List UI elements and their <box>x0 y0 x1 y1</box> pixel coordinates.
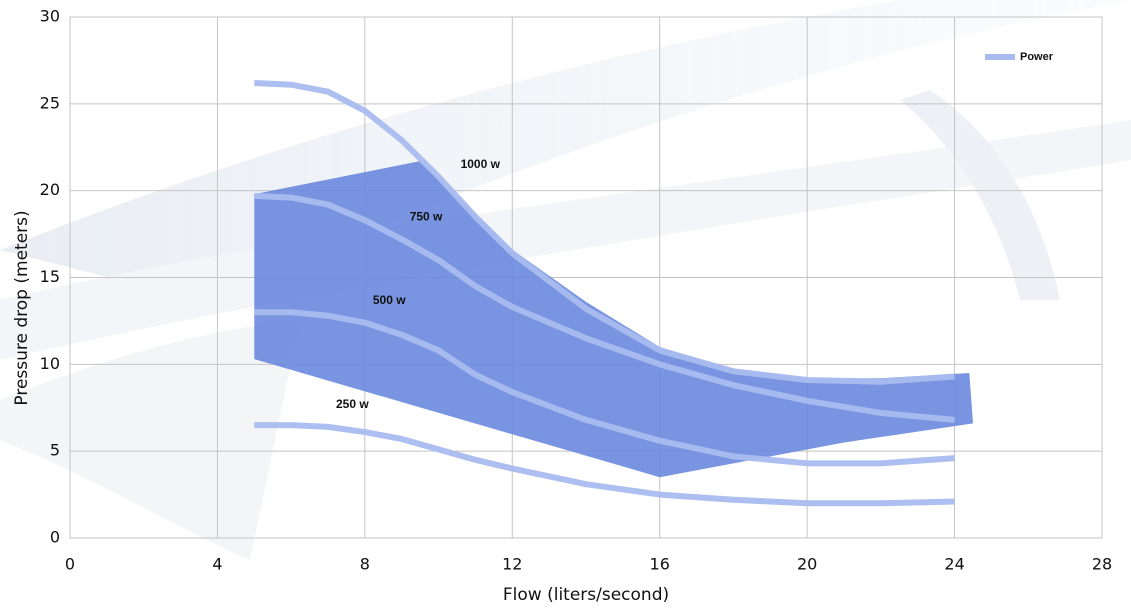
y-tick-label: 0 <box>50 528 60 547</box>
y-axis-label: Pressure drop (meters) <box>12 210 32 405</box>
x-tick-label: 12 <box>502 555 522 574</box>
x-tick-label: 24 <box>944 555 964 574</box>
line-label: 1000 w <box>461 157 501 171</box>
x-tick-label: 20 <box>797 555 817 574</box>
x-tick-label: 28 <box>1092 555 1112 574</box>
y-tick-label: 25 <box>40 93 60 112</box>
background-swoosh <box>0 0 1131 560</box>
line-label: 750 w <box>410 209 443 223</box>
x-tick-label: 8 <box>360 555 370 574</box>
x-tick-label: 16 <box>650 555 670 574</box>
y-tick-label: 15 <box>40 267 60 286</box>
line-label: 500 w <box>373 293 406 307</box>
x-tick-label: 4 <box>212 555 222 574</box>
power-line <box>254 309 955 467</box>
x-axis-label: Flow (liters/second) <box>503 585 669 605</box>
legend-label: Power <box>1020 51 1054 63</box>
y-tick-label: 5 <box>50 441 60 460</box>
y-tick-label: 10 <box>40 354 60 373</box>
power-line <box>254 79 955 385</box>
power-line <box>254 422 955 507</box>
y-tick-label: 30 <box>40 7 60 26</box>
x-tick-label: 0 <box>65 555 75 574</box>
y-tick-label: 20 <box>40 180 60 199</box>
power-line <box>254 192 955 423</box>
line-label: 250 w <box>336 397 369 411</box>
